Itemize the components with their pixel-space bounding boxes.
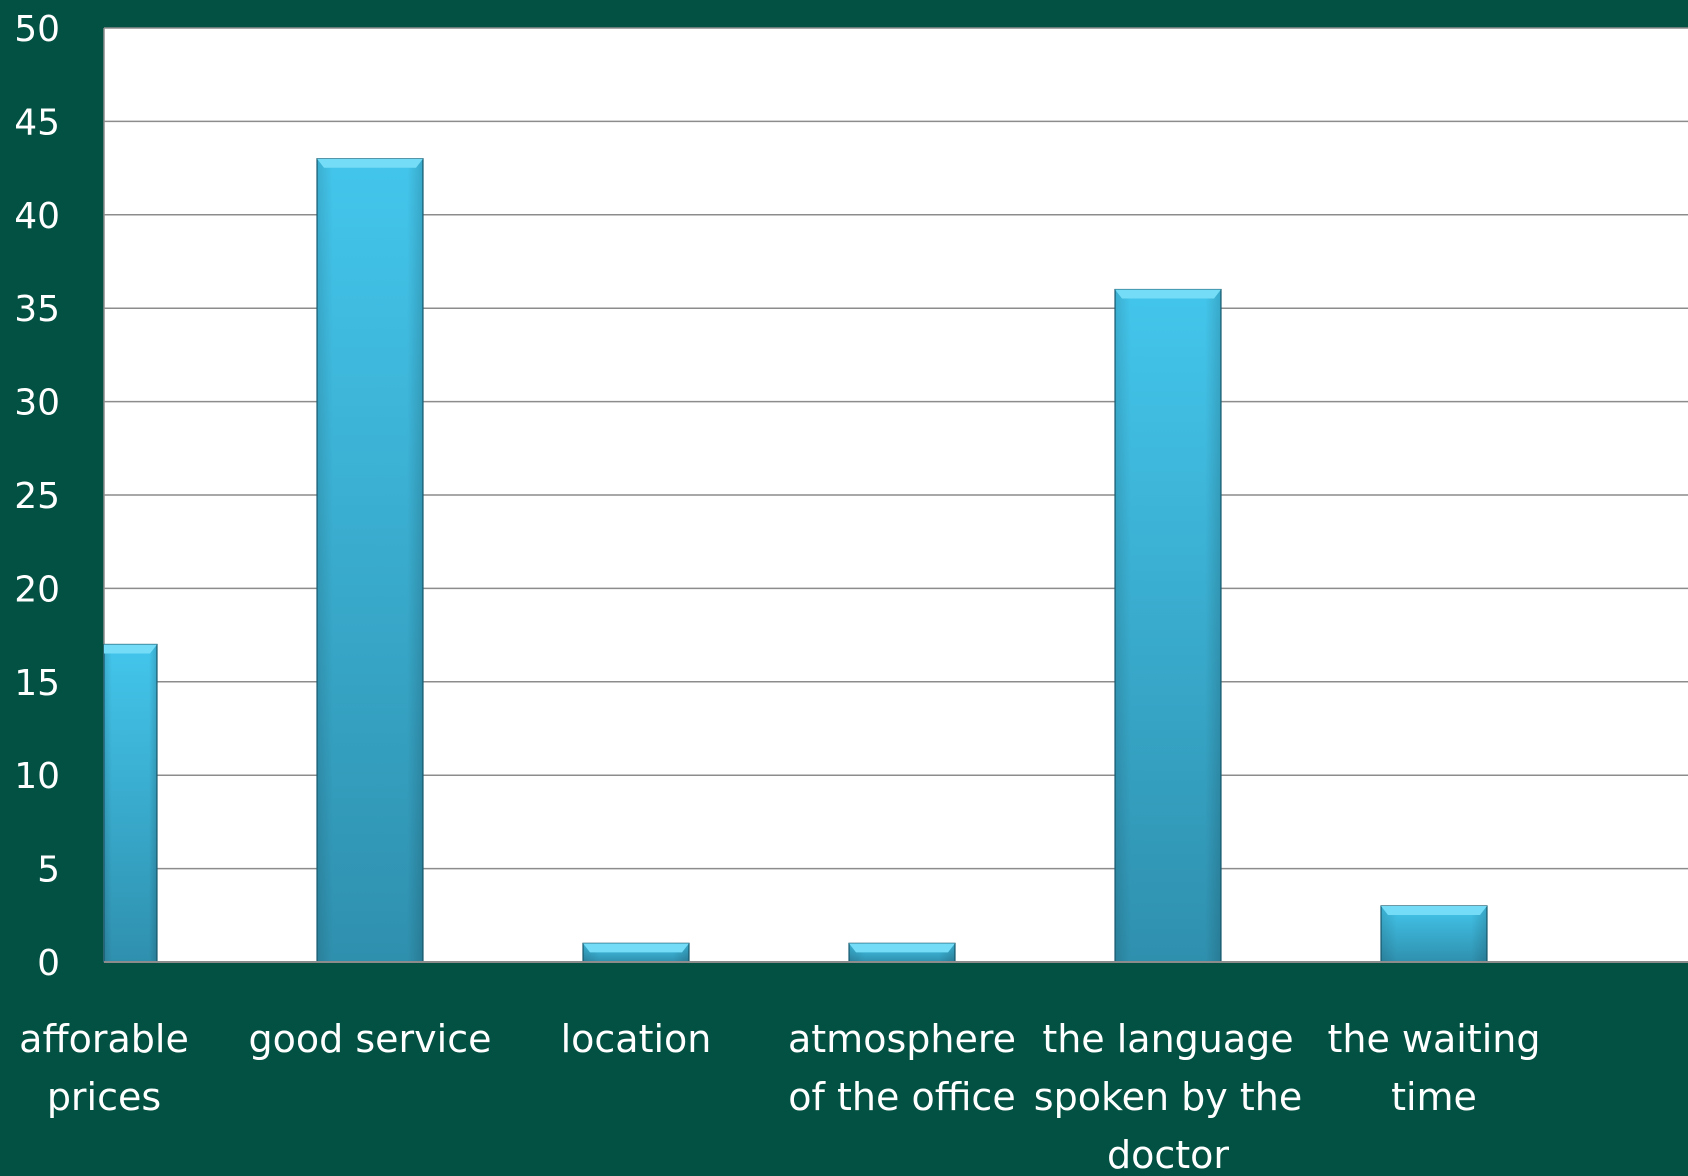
x-tick-label: location <box>561 1017 712 1061</box>
x-tick-label-line: location <box>561 1017 712 1061</box>
y-tick-label: 50 <box>14 9 60 50</box>
bar-cap <box>849 943 955 953</box>
bar-cap <box>1115 289 1221 299</box>
bar-cap <box>104 644 157 654</box>
y-tick-label: 35 <box>14 289 60 330</box>
x-tick-label-line: time <box>1391 1075 1477 1119</box>
x-tick-label-line: the language <box>1042 1017 1293 1061</box>
x-tick-label-line: prices <box>47 1075 161 1119</box>
bar-cap <box>583 943 689 953</box>
bars <box>103 28 1688 963</box>
x-tick-label-line: atmosphere <box>788 1017 1016 1061</box>
y-tick-label: 5 <box>37 850 60 891</box>
x-tick-label-line: good service <box>249 1017 492 1061</box>
x-tick-label-line: afforable <box>19 1017 189 1061</box>
bar-shading <box>317 158 423 962</box>
x-tick-label-line: spoken by the <box>1034 1075 1302 1119</box>
bar-shading <box>1115 289 1221 962</box>
y-tick-label: 40 <box>14 196 60 237</box>
y-tick-label: 20 <box>14 569 60 610</box>
y-tick-label: 15 <box>14 663 60 704</box>
x-tick-label-line: the waiting <box>1327 1017 1540 1061</box>
x-tick-label: afforable prices <box>19 1017 189 1119</box>
y-tick-label: 25 <box>14 476 60 517</box>
bar-shading <box>1381 905 1487 962</box>
y-tick-label: 30 <box>14 383 60 424</box>
x-axis: afforable prices good service location atmos… <box>19 1017 1540 1176</box>
x-tick-label: atmosphere of the office <box>788 1017 1016 1119</box>
bar-shading <box>104 644 157 962</box>
x-tick-label-line: of the office <box>788 1075 1015 1119</box>
x-tick-label-line: doctor <box>1107 1133 1229 1176</box>
y-tick-label: 0 <box>37 943 60 984</box>
bar-cap <box>1381 905 1487 915</box>
x-tick-label: good service <box>249 1017 492 1061</box>
y-tick-label: 10 <box>14 756 60 797</box>
bar-cap <box>317 158 423 168</box>
x-tick-label: the language spoken by the doctor <box>1034 1017 1302 1176</box>
y-tick-label: 45 <box>14 102 60 143</box>
x-tick-label: the waiting time <box>1327 1017 1540 1119</box>
y-axis: 0 5 10 15 20 25 30 35 40 45 50 <box>14 9 60 984</box>
